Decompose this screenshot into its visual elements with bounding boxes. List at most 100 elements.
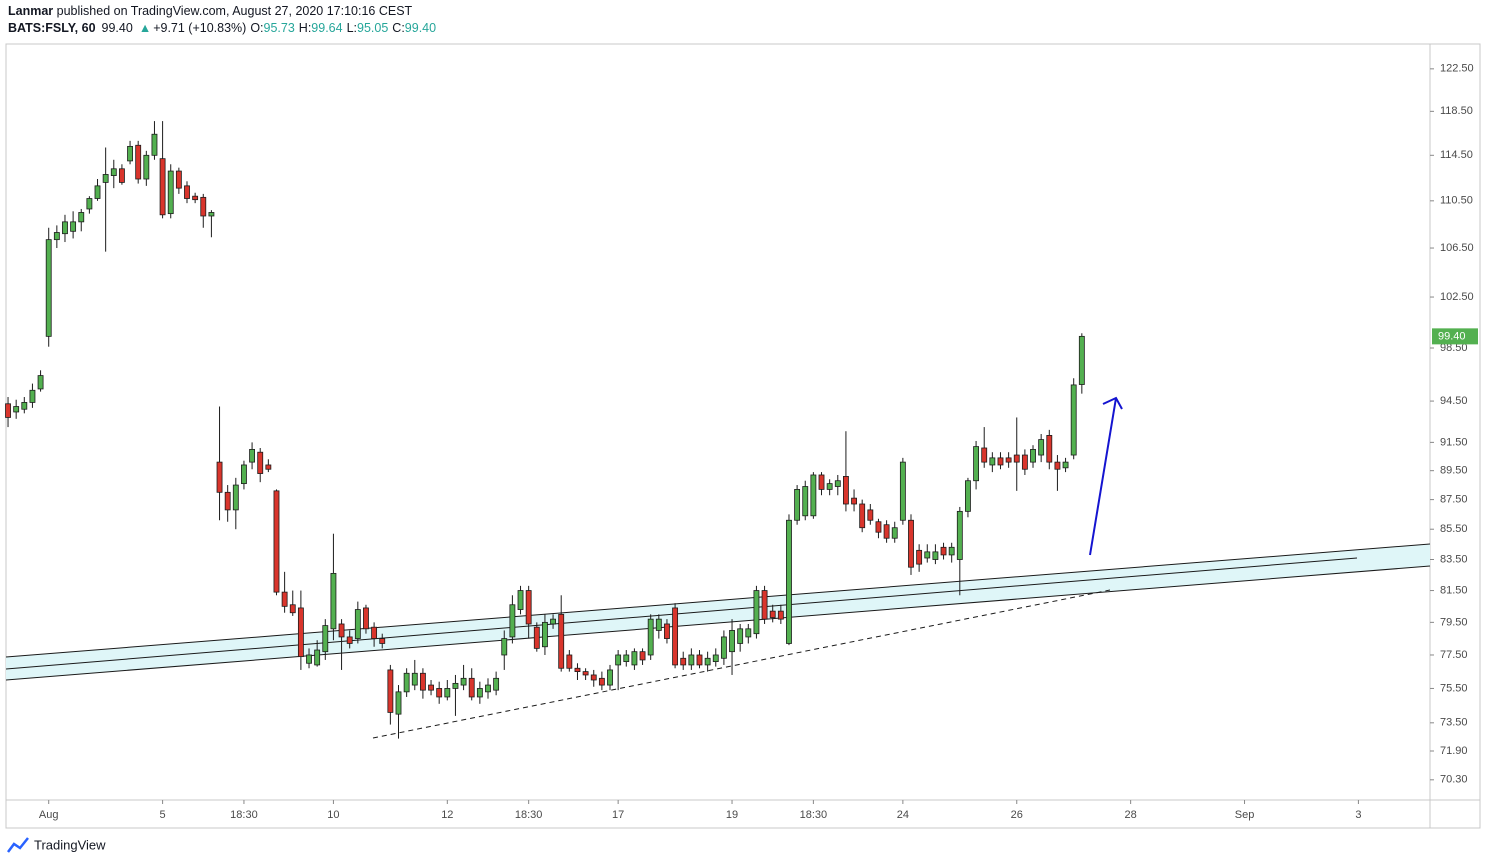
y-tick-label: 70.30 (1440, 774, 1468, 786)
candles (5, 121, 1085, 739)
x-tick-label: 3 (1355, 809, 1361, 821)
high-label: H: (299, 21, 312, 35)
candle-body (883, 524, 890, 539)
candle-body (1054, 461, 1061, 470)
symbol-line: BATS:FSLY, 60 99.40 ▲ +9.71 (+10.83%) O:95.7… (8, 21, 436, 35)
candle-body (208, 212, 215, 217)
x-tick-label: 19 (726, 809, 738, 821)
candle-body (118, 168, 125, 183)
candle-body (314, 649, 321, 666)
candle-body (184, 185, 190, 199)
candle-body (908, 519, 914, 568)
x-tick-label: 12 (441, 809, 453, 821)
candle-body (363, 607, 369, 630)
candle-body (607, 669, 613, 686)
candle-body (379, 638, 386, 644)
candle-body (1030, 448, 1036, 463)
candle-body (468, 677, 475, 698)
candle-body (143, 154, 150, 180)
x-tick-label: 24 (897, 809, 909, 821)
candle-body (70, 221, 77, 232)
publish-line: Lanmar published on TradingView.com, Aug… (8, 4, 413, 18)
y-tick-label: 122.50 (1440, 63, 1474, 75)
candle-body (533, 626, 540, 649)
close-label: C: (392, 21, 405, 35)
candle-body (94, 185, 101, 199)
candle-body (891, 527, 898, 539)
candle-body (973, 446, 979, 482)
x-tick-label: 18:30 (800, 809, 828, 821)
close: 99.40 (405, 21, 436, 35)
x-tick-label: 17 (612, 809, 624, 821)
channel-fill (6, 544, 1430, 680)
candle-body (940, 546, 947, 556)
y-tick-label: 89.50 (1440, 465, 1468, 477)
x-tick-label: 18:30 (230, 809, 258, 821)
candle-body (273, 490, 280, 593)
candle-body (639, 651, 646, 661)
candle-body (1021, 454, 1028, 470)
candle-body (981, 447, 988, 463)
y-tick-label: 73.50 (1440, 717, 1468, 729)
candle-body (395, 691, 402, 715)
candle-body (241, 464, 247, 485)
candle-body (1013, 454, 1020, 463)
candle-body (485, 684, 491, 693)
candle-body (151, 133, 158, 156)
candle-body (867, 509, 874, 521)
candle-body (322, 625, 329, 653)
candle-body (192, 195, 199, 201)
candle-body (729, 630, 735, 653)
candle-body (21, 402, 28, 410)
x-tick-label: 5 (160, 809, 166, 821)
candle-body (842, 476, 849, 505)
candle-body (590, 674, 597, 681)
candle-body (216, 461, 223, 493)
candle-body (1005, 457, 1012, 463)
candle-body (712, 654, 719, 663)
candle-body (444, 688, 451, 698)
candle-body (558, 613, 565, 669)
candle-body (786, 519, 792, 644)
candle-body (647, 618, 654, 656)
candle-body (550, 618, 556, 625)
brand: TradingView (34, 837, 106, 852)
candle-body (1046, 435, 1053, 463)
published: published on TradingView.com, August 27,… (53, 4, 412, 18)
open-label: O: (250, 21, 263, 35)
candle-body (615, 654, 622, 666)
chart-frame (5, 43, 1481, 829)
candle-body (289, 604, 296, 614)
candle-body (753, 590, 760, 635)
candle-body (232, 484, 239, 511)
candle-body (452, 682, 459, 689)
arrow-head (1102, 396, 1123, 410)
candle-body (159, 158, 166, 216)
candle-body (387, 669, 394, 713)
x-tick-label: 10 (327, 809, 339, 821)
candle-body (13, 406, 20, 413)
candle-body (493, 677, 500, 691)
candle-body (135, 144, 142, 180)
candle-body (45, 239, 52, 337)
x-tick-label: 28 (1125, 809, 1137, 821)
candle-body (110, 168, 117, 176)
candle-body (501, 638, 508, 656)
candle-body (834, 480, 841, 487)
y-tick-label: 98.50 (1440, 342, 1468, 354)
candle-body (265, 464, 272, 470)
candle-body (525, 590, 532, 625)
candle-body (224, 491, 231, 511)
candle-body (1070, 384, 1077, 456)
candle-body (175, 170, 182, 189)
candle-body (281, 591, 288, 607)
y-tick-label: 75.50 (1440, 682, 1468, 694)
y-tick-label: 85.50 (1440, 523, 1468, 535)
candle-body (338, 623, 345, 638)
y-tick-label: 71.90 (1440, 745, 1468, 757)
candle-body (680, 657, 687, 666)
candle-body (810, 474, 817, 517)
candle-body (655, 618, 662, 631)
candle-body (249, 448, 256, 463)
